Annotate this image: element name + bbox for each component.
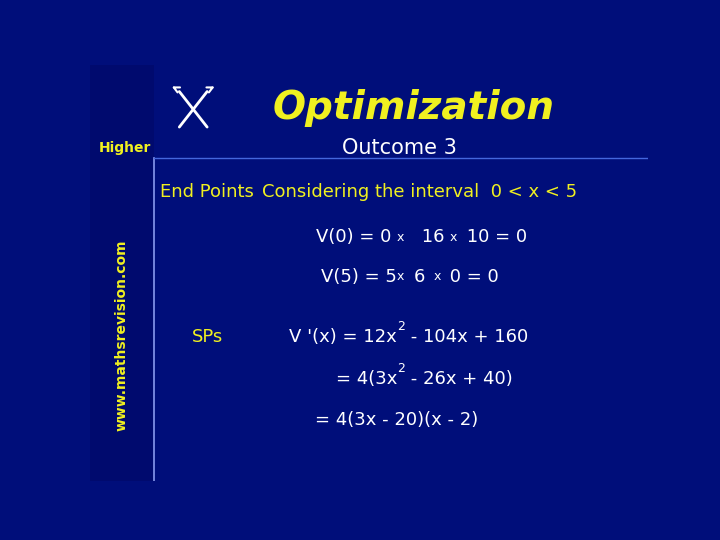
Text: x: x <box>397 271 404 284</box>
Text: = 4(3x: = 4(3x <box>336 370 397 388</box>
FancyBboxPatch shape <box>90 65 154 481</box>
Text: 2: 2 <box>397 362 405 375</box>
Text: = 4(3x - 20)(x - 2): = 4(3x - 20)(x - 2) <box>315 411 479 429</box>
Text: 0 = 0: 0 = 0 <box>444 268 499 286</box>
Text: x: x <box>397 231 404 244</box>
Text: Considering the interval  0 < x < 5: Considering the interval 0 < x < 5 <box>261 183 577 201</box>
Text: 16: 16 <box>416 228 451 246</box>
Text: 2: 2 <box>397 320 405 333</box>
Text: Optimization: Optimization <box>273 90 554 127</box>
Text: V '(x) = 12x: V '(x) = 12x <box>289 328 397 346</box>
Text: www.mathsrevision.com: www.mathsrevision.com <box>114 239 129 431</box>
Text: 10 = 0: 10 = 0 <box>461 228 527 246</box>
Text: V(5) = 5: V(5) = 5 <box>321 268 397 286</box>
Text: V(0) = 0: V(0) = 0 <box>316 228 397 246</box>
Text: x: x <box>450 231 457 244</box>
Text: - 104x + 160: - 104x + 160 <box>405 328 528 346</box>
Text: Higher: Higher <box>99 141 150 155</box>
Text: Outcome 3: Outcome 3 <box>342 138 457 158</box>
Text: x: x <box>433 271 441 284</box>
Text: - 26x + 40): - 26x + 40) <box>405 370 513 388</box>
Text: SPs: SPs <box>192 328 222 346</box>
Text: End Points: End Points <box>161 183 254 201</box>
Text: 6: 6 <box>413 268 431 286</box>
